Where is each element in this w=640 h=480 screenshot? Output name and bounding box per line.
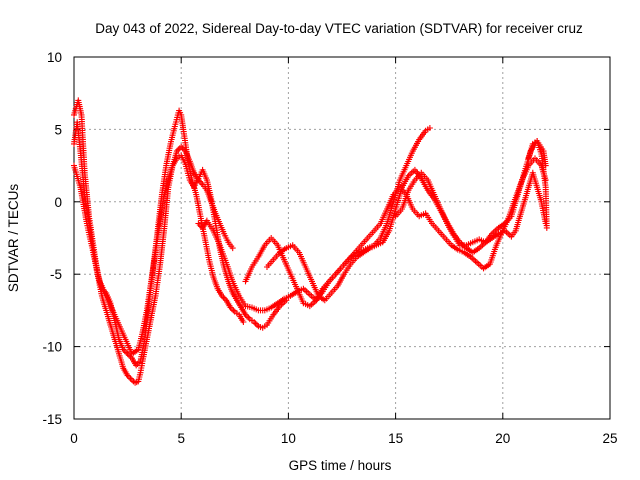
y-tick-label: -5 <box>50 267 62 282</box>
series-track-g <box>392 169 549 249</box>
plot-frame <box>73 56 611 420</box>
series-track-h <box>525 138 550 231</box>
data-series <box>71 97 550 386</box>
y-tick-label: -15 <box>42 412 62 427</box>
y-tick-label: 0 <box>54 195 62 210</box>
x-tick-label: 25 <box>602 431 617 446</box>
x-tick-label: 15 <box>388 431 403 446</box>
x-axis: 0 5 10 15 20 25 <box>70 57 618 446</box>
series-markers <box>392 169 549 249</box>
y-tick-label: 10 <box>47 50 62 65</box>
x-tick-label: 20 <box>495 431 510 446</box>
y-axis-label: SDTVAR / TECUs <box>6 184 21 293</box>
y-tick-label: -10 <box>42 340 62 355</box>
series-markers <box>71 107 247 369</box>
series-track-b <box>71 107 247 369</box>
y-tick-label: 5 <box>54 122 62 137</box>
y-axis: -15 -10 -5 0 5 10 <box>42 50 610 427</box>
series-markers <box>71 97 236 386</box>
series-markers <box>525 138 550 231</box>
x-tick-label: 5 <box>177 431 185 446</box>
x-tick-label: 0 <box>70 431 78 446</box>
x-tick-label: 10 <box>281 431 296 446</box>
series-track-a <box>71 97 236 386</box>
grid-lines <box>74 57 610 419</box>
x-axis-label: GPS time / hours <box>289 458 392 473</box>
chart-title: Day 043 of 2022, Sidereal Day-to-day VTE… <box>95 21 583 36</box>
